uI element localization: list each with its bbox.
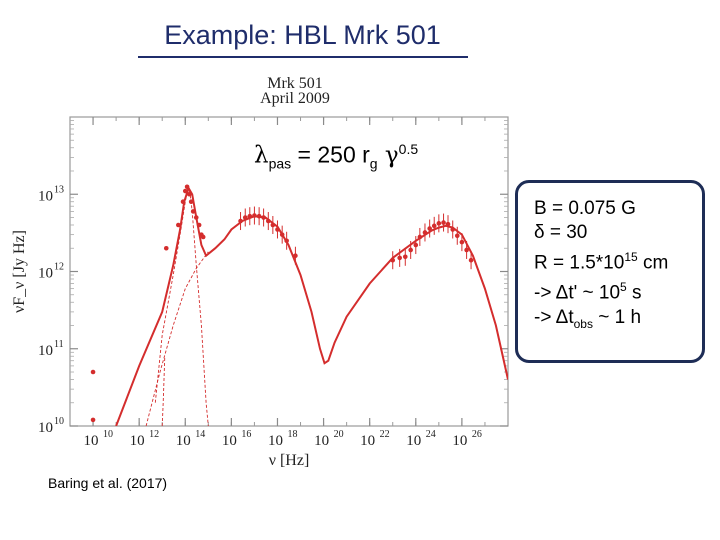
data-point [464, 247, 469, 253]
param-radius-exp: 15 [624, 250, 638, 264]
lambda-subscript: pas [268, 155, 292, 172]
y-tick-exponent: 12 [54, 262, 64, 273]
x-tick-exponent: 10 [103, 429, 113, 440]
param-dt-prime: -> Δt' ~ 105 s [534, 275, 702, 305]
data-point [90, 369, 96, 375]
citation: Baring et al. (2017) [48, 475, 168, 491]
x-tick-exponent: 24 [426, 429, 436, 440]
chart-title-block: Mrk 501 April 2009 [230, 75, 360, 107]
param-dt-obs-sub: obs [573, 316, 593, 331]
chart-title: Mrk 501 [267, 75, 323, 92]
r-subscript: g [369, 155, 378, 172]
param-dt-obs: -> Δtobs ~ 1 h [534, 306, 702, 336]
y-tick-exponent: 13 [54, 184, 64, 195]
param-dt-obs-suffix: ~ 1 h [592, 306, 642, 328]
data-point [408, 247, 413, 253]
param-radius: R = 1.5*1015 cm [534, 245, 702, 275]
y-tick-label: 10 [38, 266, 53, 282]
model-total-curve [115, 185, 508, 426]
y-tick-exponent: 11 [54, 339, 64, 350]
x-tick-exponent: 26 [472, 429, 482, 440]
x-tick-label: 10 [84, 433, 99, 449]
x-tick-label: 10 [360, 433, 375, 449]
x-tick-label: 10 [176, 433, 191, 449]
param-dt-prime-prefix: -> Δt' ~ 10 [534, 282, 621, 304]
x-tick-label: 10 [130, 433, 145, 449]
title-underline [138, 56, 468, 58]
lambda-symbol: λ [254, 142, 269, 169]
data-point [402, 254, 408, 260]
x-tick-label: 10 [268, 433, 283, 449]
param-dt-obs-prefix: -> Δt [534, 306, 574, 328]
data-point [200, 234, 206, 240]
formula-equals: = 250 r [291, 141, 370, 168]
x-tick-label: 10 [452, 433, 467, 449]
data-point [427, 226, 432, 231]
param-dt-prime-suffix: s [626, 282, 642, 304]
data-point [163, 245, 169, 251]
lambda-formula: λpas = 250 rg γ0.5 [254, 141, 418, 171]
plot-frame [69, 116, 509, 427]
param-dt-prime-exp: 5 [620, 280, 627, 295]
param-b-field: B = 0.075 G [534, 198, 636, 219]
gamma-symbol: γ [377, 142, 399, 169]
y-tick-label: 10 [38, 188, 53, 204]
x-tick-exponent: 20 [334, 429, 344, 440]
data-point [90, 417, 96, 423]
data-point [459, 239, 465, 245]
gamma-superscript: 0.5 [398, 141, 419, 157]
model-component-curve [145, 251, 209, 426]
x-tick-exponent: 16 [241, 429, 251, 440]
x-tick-exponent: 12 [149, 429, 159, 440]
parameter-box: B = 0.075 G δ = 30 R = 1.5*1015 cm -> Δt… [515, 180, 705, 363]
data-point [436, 221, 442, 226]
data-point [441, 220, 446, 225]
x-tick-exponent: 22 [380, 429, 390, 440]
slide-title: Example: HBL Mrk 501 [164, 20, 441, 50]
data-point [413, 242, 419, 248]
data-point [397, 255, 402, 261]
x-tick-label: 10 [406, 433, 421, 449]
param-doppler: δ = 30 [534, 222, 588, 243]
x-tick-label: 10 [222, 433, 237, 449]
chart-subtitle: April 2009 [260, 90, 330, 107]
param-radius-prefix: R = 1.5*10 [534, 252, 625, 274]
data-point [176, 222, 181, 228]
x-tick-label: 10 [314, 433, 329, 449]
x-axis-label: ν [Hz] [269, 452, 310, 469]
model-component-curve [161, 356, 166, 426]
data-point [454, 233, 460, 239]
y-axis-label: νF_ν [Jy Hz] [11, 230, 28, 313]
y-tick-exponent: 10 [54, 416, 64, 427]
data-point [468, 257, 474, 263]
x-tick-exponent: 18 [287, 429, 297, 440]
x-tick-exponent: 14 [195, 429, 205, 440]
y-tick-label: 10 [38, 420, 53, 436]
data-point [431, 223, 437, 229]
param-radius-suffix: cm [637, 252, 669, 274]
y-tick-label: 10 [38, 343, 53, 359]
